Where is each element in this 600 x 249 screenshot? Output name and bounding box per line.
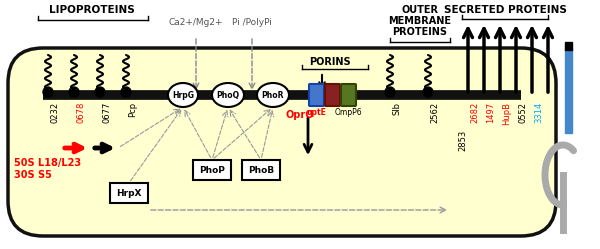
Text: PhoR: PhoR <box>262 90 284 100</box>
Text: Slb: Slb <box>392 102 401 115</box>
Text: 0678: 0678 <box>76 102 85 123</box>
Circle shape <box>43 87 53 97</box>
Text: HrpX: HrpX <box>116 188 142 197</box>
Text: PORINS: PORINS <box>309 57 351 67</box>
FancyBboxPatch shape <box>193 160 231 180</box>
Text: 2682: 2682 <box>470 102 479 123</box>
FancyBboxPatch shape <box>242 160 280 180</box>
Text: OUTER
MEMBRANE
PROTEINS: OUTER MEMBRANE PROTEINS <box>389 5 452 37</box>
Circle shape <box>69 87 79 97</box>
Text: PhoQ: PhoQ <box>217 90 239 100</box>
Ellipse shape <box>212 83 244 107</box>
Text: LIPOPROTEINS: LIPOPROTEINS <box>49 5 135 15</box>
Text: 1497: 1497 <box>486 102 495 123</box>
Text: 2853: 2853 <box>458 130 467 151</box>
Ellipse shape <box>168 83 198 107</box>
Text: 0677: 0677 <box>102 102 111 123</box>
Text: 3314: 3314 <box>534 102 543 123</box>
Text: 50S L18/L23
30S S5: 50S L18/L23 30S S5 <box>14 158 81 180</box>
FancyBboxPatch shape <box>341 84 356 106</box>
Text: SECRETED PROTEINS: SECRETED PROTEINS <box>443 5 566 15</box>
Circle shape <box>95 87 105 97</box>
Circle shape <box>423 87 433 97</box>
Text: 0552: 0552 <box>518 102 527 123</box>
FancyBboxPatch shape <box>309 84 324 106</box>
Circle shape <box>121 87 131 97</box>
Text: 0232: 0232 <box>50 102 59 123</box>
Text: uptE: uptE <box>306 108 326 117</box>
Text: Ca2+/Mg2+: Ca2+/Mg2+ <box>169 18 223 27</box>
Ellipse shape <box>257 83 289 107</box>
Text: OprO: OprO <box>286 110 314 120</box>
Text: HrpG: HrpG <box>172 90 194 100</box>
FancyBboxPatch shape <box>8 48 556 236</box>
Text: PhoB: PhoB <box>248 166 274 175</box>
Text: OmpP6: OmpP6 <box>334 108 362 117</box>
Text: HupB: HupB <box>502 102 511 125</box>
Circle shape <box>385 87 395 97</box>
Text: PhoP: PhoP <box>199 166 225 175</box>
Text: Pcp: Pcp <box>128 102 137 117</box>
Bar <box>565 42 572 50</box>
FancyBboxPatch shape <box>325 84 340 106</box>
Text: Pi /PolyPi: Pi /PolyPi <box>232 18 272 27</box>
FancyBboxPatch shape <box>110 183 148 203</box>
Text: 2562: 2562 <box>430 102 439 123</box>
Bar <box>565 48 572 133</box>
